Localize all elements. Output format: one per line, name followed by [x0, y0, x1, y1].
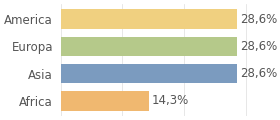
- Text: 28,6%: 28,6%: [240, 67, 277, 80]
- Text: 14,3%: 14,3%: [151, 94, 189, 107]
- Text: 28,6%: 28,6%: [240, 40, 277, 53]
- Bar: [60, 9, 237, 29]
- Bar: [60, 64, 237, 83]
- Bar: [60, 37, 237, 56]
- Bar: [60, 91, 149, 111]
- Text: 28,6%: 28,6%: [240, 13, 277, 26]
